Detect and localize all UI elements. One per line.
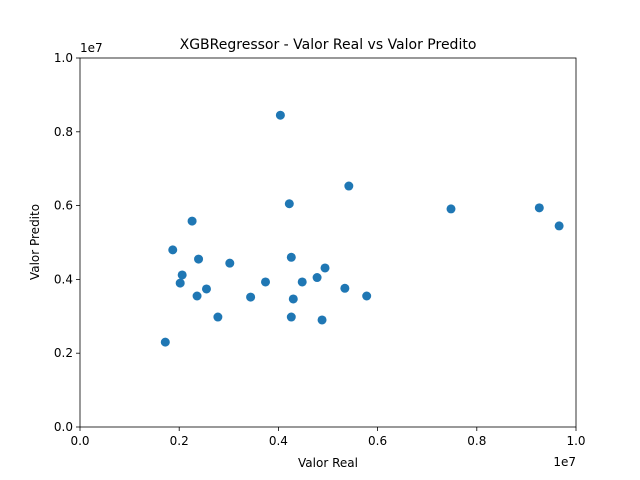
data-point	[160, 337, 170, 347]
x-tick-label: 0.0	[70, 434, 89, 448]
data-point	[284, 199, 294, 209]
x-tick-label: 0.6	[368, 434, 387, 448]
data-point	[286, 252, 296, 262]
data-point	[275, 110, 285, 120]
x-tick-label: 0.4	[269, 434, 288, 448]
data-point	[246, 292, 256, 302]
data-point	[320, 263, 330, 273]
data-point	[362, 291, 372, 301]
y-axis-offset-label: 1e7	[80, 41, 103, 55]
data-point	[177, 270, 187, 280]
data-point	[297, 277, 307, 287]
data-point	[261, 277, 271, 287]
plot-area	[80, 58, 576, 427]
x-axis-ticks: 0.0 0.2 0.4 0.6 0.8 1.0	[70, 427, 586, 448]
data-point	[534, 203, 544, 213]
x-axis-label: Valor Real	[298, 456, 358, 470]
data-point	[168, 245, 178, 255]
data-point	[344, 181, 354, 191]
data-point	[288, 294, 298, 304]
data-point	[446, 204, 456, 214]
data-point	[317, 315, 327, 325]
x-tick-label: 0.2	[170, 434, 189, 448]
data-point	[286, 312, 296, 322]
data-point	[192, 291, 202, 301]
y-tick-label: 0.4	[54, 272, 73, 286]
data-point	[194, 254, 204, 264]
y-tick-label: 0.6	[54, 199, 73, 213]
y-tick-label: 0.2	[54, 346, 73, 360]
y-tick-label: 0.0	[54, 420, 73, 434]
x-tick-label: 0.8	[467, 434, 486, 448]
y-axis-ticks: 0.0 0.2 0.4 0.6 0.8 1.0	[54, 51, 80, 434]
x-axis-offset-label: 1e7	[553, 455, 576, 469]
data-point	[213, 312, 223, 322]
data-point	[225, 258, 235, 268]
data-point	[554, 221, 564, 231]
data-point	[340, 283, 350, 293]
data-point	[187, 216, 197, 226]
data-point	[201, 284, 211, 294]
x-tick-label: 1.0	[566, 434, 585, 448]
y-axis-label: Valor Predito	[28, 204, 42, 280]
axes	[79, 57, 577, 428]
chart-title: XGBRegressor - Valor Real vs Valor Predi…	[180, 37, 477, 53]
plot-frame	[79, 57, 577, 428]
y-tick-label: 0.8	[54, 125, 73, 139]
data-point	[312, 273, 322, 283]
data-point	[175, 278, 185, 288]
y-tick-label: 1.0	[54, 51, 73, 65]
data-points	[160, 110, 564, 347]
